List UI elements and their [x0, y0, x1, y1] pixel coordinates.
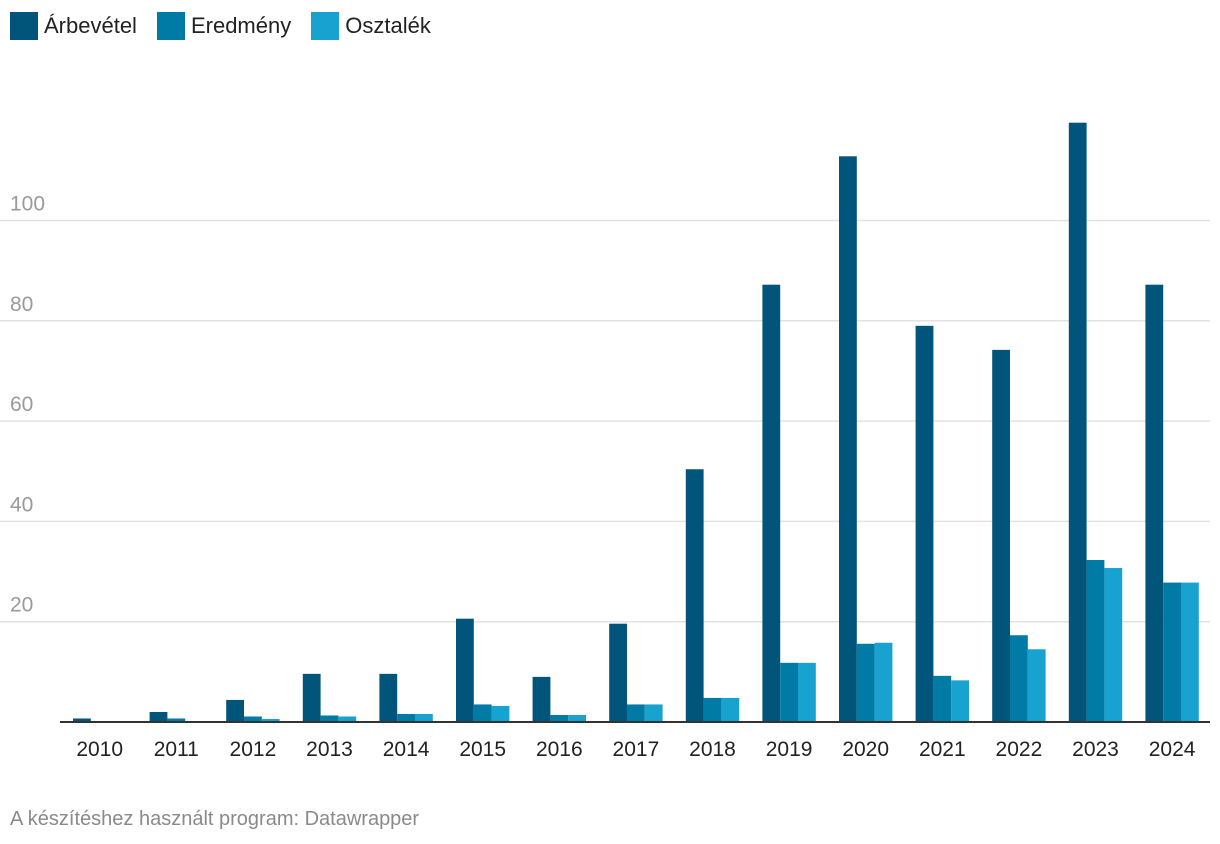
x-tick-label-2017: 2017	[613, 738, 660, 761]
bar-árbevétel-2021	[915, 325, 934, 722]
bar-osztalék-2024	[1181, 582, 1199, 722]
footer-credit: A készítéshez használt program: Datawrap…	[10, 808, 420, 830]
bar-árbevétel-2012	[226, 699, 244, 722]
y-tick-label: 80	[10, 293, 33, 316]
y-tick-label: 20	[10, 594, 33, 617]
legend-label-arbevetel: Árbevétel	[44, 13, 137, 38]
bar-osztalék-2020	[874, 642, 893, 722]
x-tick-label-2022: 2022	[996, 738, 1043, 761]
x-tick-label-2021: 2021	[919, 738, 966, 761]
x-tick-label-2018: 2018	[689, 738, 736, 761]
bar-árbevétel-2011	[149, 711, 168, 722]
bar-árbevétel-2015	[456, 618, 474, 722]
bar-osztalék-2023	[1104, 568, 1123, 722]
x-tick-label-2015: 2015	[459, 738, 506, 761]
legend-item-arbevetel: Árbevétel	[10, 12, 137, 40]
legend-swatch-osztalek	[311, 12, 340, 40]
bar-osztalék-2015	[491, 705, 510, 722]
x-tick-label-2014: 2014	[383, 738, 430, 761]
bar-árbevétel-2023	[1068, 122, 1087, 722]
legend-swatch-arbevetel	[10, 12, 38, 40]
bar-eredmény-2012	[244, 716, 262, 722]
bar-árbevétel-2024	[1145, 284, 1164, 722]
bar-eredmény-2011	[167, 718, 186, 722]
bar-eredmény-2023	[1086, 560, 1105, 722]
bar-osztalék-2016	[568, 714, 586, 722]
x-tick-label-2011: 2011	[154, 738, 199, 761]
x-tick-label-2013: 2013	[306, 738, 353, 761]
bar-eredmény-2024	[1163, 582, 1181, 722]
gridlines	[0, 219, 1210, 623]
bar-eredmény-2015	[473, 704, 492, 722]
bar-eredmény-2022	[1010, 635, 1028, 722]
x-tick-label-2024: 2024	[1149, 738, 1196, 761]
x-tick-label-2019: 2019	[766, 738, 813, 761]
bar-eredmény-2018	[703, 697, 722, 722]
bar-eredmény-2014	[397, 713, 415, 722]
x-tick-label-2010: 2010	[76, 738, 123, 761]
bar-árbevétel-2019	[762, 284, 781, 722]
bar-árbevétel-2022	[992, 349, 1010, 722]
axes: 20 40 60 80 100 2010 2011 2012 2013 2014 2015 2016 2…	[10, 193, 1210, 761]
bar-árbevétel-2013	[302, 673, 321, 722]
x-tick-label-2020: 2020	[842, 738, 889, 761]
bar-eredmény-2013	[320, 715, 339, 722]
legend-item-osztalek: Osztalék	[311, 12, 431, 40]
bar-osztalék-2013	[338, 716, 357, 722]
bar-osztalék-2014	[415, 713, 433, 722]
legend-label-eredmeny: Eredmény	[190, 13, 292, 38]
y-tick-label: 60	[10, 393, 33, 416]
x-tick-label-2023: 2023	[1072, 738, 1119, 761]
legend-item-eredmeny: Eredmény	[156, 12, 292, 40]
bar-árbevétel-2020	[839, 156, 857, 723]
bars	[73, 122, 1199, 723]
bar-eredmény-2019	[780, 662, 798, 722]
bar-eredmény-2021	[933, 675, 952, 722]
chart-legend: Árbevétel Eredmény Osztalék	[10, 12, 431, 40]
bar-osztalék-2017	[644, 704, 663, 722]
bar-osztalék-2019	[798, 662, 816, 722]
legend-swatch-eredmeny	[156, 12, 185, 40]
x-tick-label-2016: 2016	[536, 738, 583, 761]
bar-árbevétel-2010	[73, 718, 91, 722]
legend-label-osztalek: Osztalék	[345, 13, 431, 38]
bar-eredmény-2020	[856, 643, 875, 722]
bar-osztalék-2022	[1027, 649, 1046, 722]
bar-osztalék-2018	[721, 697, 740, 722]
bar-árbevétel-2016	[532, 676, 551, 722]
y-tick-label: 100	[10, 193, 45, 216]
y-tick-label: 40	[10, 493, 33, 516]
bar-osztalék-2012	[261, 718, 280, 722]
x-tick-label-2012: 2012	[230, 738, 277, 761]
bar-eredmény-2017	[627, 704, 645, 722]
bar-eredmény-2016	[550, 714, 569, 722]
bar-árbevétel-2014	[379, 673, 398, 722]
bar-árbevétel-2018	[685, 469, 704, 722]
bar-árbevétel-2017	[609, 623, 627, 722]
bar-osztalék-2021	[951, 680, 969, 722]
